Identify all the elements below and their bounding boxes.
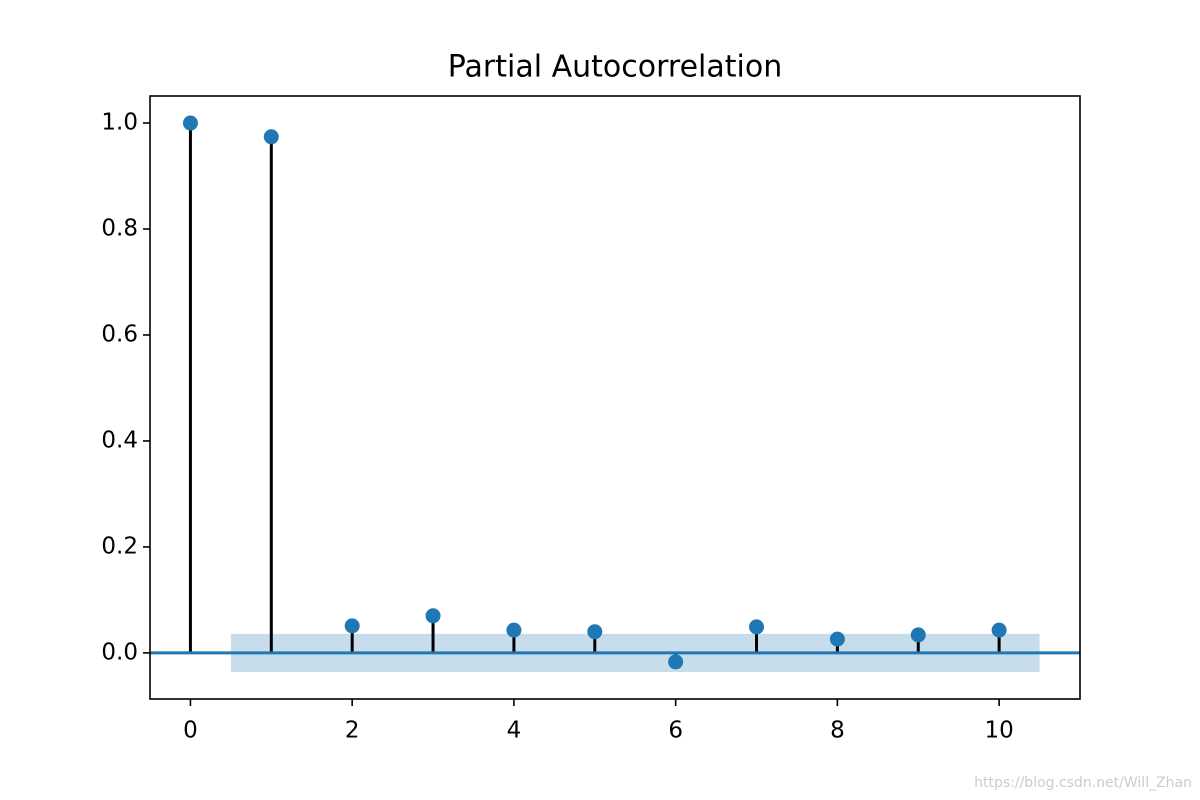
marker [344,618,360,634]
marker [991,622,1007,638]
y-tick-label: 0.2 [101,533,138,559]
y-tick-label: 1.0 [101,110,138,136]
marker [263,129,279,145]
y-tick-label: 0.8 [101,215,138,241]
marker [668,654,684,670]
marker [425,608,441,624]
marker [506,622,522,638]
y-tick-label: 0.6 [101,321,138,347]
marker [182,115,198,131]
chart-title: Partial Autocorrelation [448,50,782,85]
marker [910,627,926,643]
x-tick-label: 10 [984,718,1013,744]
axes-frame [149,95,1081,700]
marker [749,619,765,635]
x-tick-label: 2 [345,718,360,744]
x-tick-label: 8 [830,718,845,744]
y-tick-label: 0.4 [101,427,138,453]
x-tick-label: 4 [507,718,522,744]
marker [829,631,845,647]
x-tick-label: 6 [668,718,683,744]
marker [587,624,603,640]
y-tick-label: 0.0 [101,639,138,665]
x-tick-label: 0 [183,718,198,744]
watermark: https://blog.csdn.net/Will_Zhan [974,775,1192,791]
